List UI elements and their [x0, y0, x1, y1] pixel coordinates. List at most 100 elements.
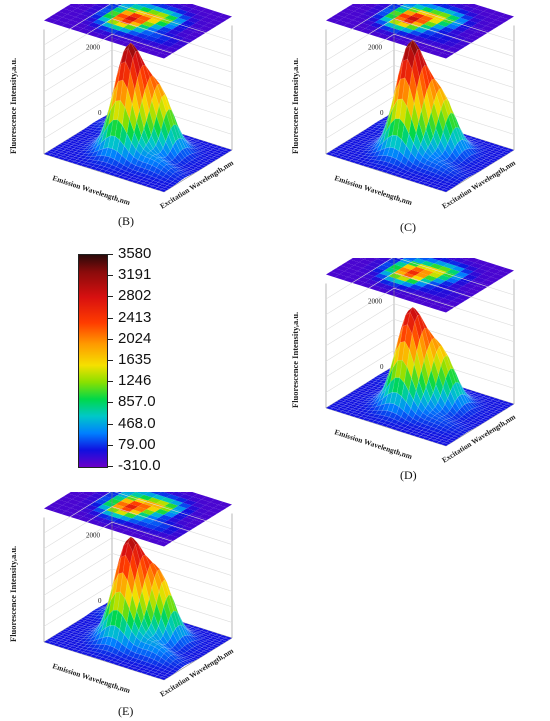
surface-cell: [185, 659, 194, 664]
projection-cell: [48, 14, 63, 21]
projection-cell: [117, 36, 131, 42]
panel-c: 0 2000 Fluorescence Intensity,a.u. Emission…: [286, 4, 526, 224]
projection-cell: [146, 18, 160, 24]
projection-cell: [363, 258, 378, 262]
grid-line: [325, 350, 395, 393]
projection-cell: [468, 271, 483, 278]
colorbar-tickmark: [107, 402, 113, 404]
projection-cell: [81, 492, 96, 496]
projection-cell: [430, 41, 444, 48]
projection-cell: [166, 38, 180, 44]
panel-label-d: (D): [400, 468, 417, 482]
projection-cell: [379, 270, 394, 277]
grid-line: [111, 506, 233, 545]
projection-cell: [114, 21, 129, 28]
projection-cell: [448, 260, 462, 266]
projection-cell: [427, 280, 441, 287]
projection-cell: [102, 501, 116, 508]
projection-cell: [474, 5, 489, 12]
projection-cell: [448, 292, 462, 298]
projection-cell: [174, 8, 188, 15]
colorbar-tick-label: 468.0: [118, 414, 156, 432]
projection-cell: [425, 44, 439, 51]
projection-cell: [442, 49, 456, 56]
projection-cell: [482, 17, 496, 23]
projection-cell: [495, 16, 510, 23]
projection-cell: [444, 32, 458, 39]
projection-cell: [411, 12, 425, 19]
projection-cell: [149, 32, 163, 39]
projection-cell: [189, 31, 203, 38]
projection-cell: [70, 16, 85, 23]
projection-cell: [410, 21, 424, 28]
projection-cell: [429, 9, 444, 16]
z-tick-label: 2000: [368, 297, 383, 305]
projection-cell: [127, 30, 141, 36]
projection-cell: [370, 276, 384, 283]
surface-cell: [195, 653, 204, 658]
z-tick-label: 0: [98, 109, 102, 117]
grid-line: [393, 272, 515, 311]
projection-cell: [67, 11, 81, 17]
projection-cell: [335, 11, 350, 18]
projection-cell: [195, 508, 209, 514]
projection-cell: [389, 10, 403, 17]
surface-cell: [467, 426, 476, 430]
projection-cell: [178, 4, 188, 6]
projection-cell: [192, 493, 207, 500]
surface-cell: [174, 176, 183, 182]
projection-cell: [440, 280, 455, 287]
projection-cell: [111, 16, 125, 22]
projection-cell: [458, 286, 472, 292]
projection-cell: [363, 4, 378, 8]
projection-cell: [460, 258, 470, 260]
projection-cell: [362, 10, 376, 17]
projection-cell: [500, 13, 514, 20]
grid-line: [393, 33, 515, 73]
projection-cell: [183, 11, 197, 18]
projection-cell: [412, 4, 426, 10]
projection-cell: [490, 273, 505, 280]
projection-cell: [492, 11, 506, 17]
projection-cell: [458, 32, 472, 38]
projection-cell: [445, 4, 457, 7]
projection-cell: [80, 10, 94, 17]
projection-cell: [190, 511, 204, 517]
projection-cell: [420, 15, 434, 22]
projection-cell: [101, 22, 115, 28]
projection-cell: [374, 273, 389, 280]
projection-cell: [431, 286, 445, 293]
projection-cell: [437, 52, 451, 59]
projection-cell: [53, 11, 68, 18]
projection-cell: [85, 495, 99, 502]
surface-cell: [219, 639, 228, 644]
projection-cell: [428, 304, 443, 310]
projection-cell: [482, 271, 496, 277]
projection-cell: [179, 525, 194, 532]
projection-cell: [348, 273, 362, 280]
projection-cell: [438, 266, 452, 272]
projection-cell: [92, 492, 97, 493]
projection-cell: [126, 526, 140, 533]
projection-cell: [201, 8, 215, 15]
projection-cell: [428, 272, 442, 278]
projection-cell: [170, 43, 184, 50]
projection-cell: [75, 501, 90, 508]
projection-cell: [52, 20, 66, 26]
colorbar-tick-label: 2413: [118, 308, 152, 326]
surface-plot-c: 0 2000 Fluorescence Intensity,a.u. Emission…: [290, 4, 518, 211]
projection-cell: [389, 264, 403, 271]
projection-cell: [446, 268, 461, 275]
projection-cell: [218, 501, 232, 508]
projection-cell: [402, 264, 417, 270]
projection-cell: [470, 8, 484, 15]
projection-cell: [208, 507, 223, 514]
projection-cell: [426, 289, 440, 296]
z-tick-label: 2000: [86, 43, 101, 51]
projection-cell: [156, 500, 170, 506]
projection-cell: [462, 29, 477, 35]
projection-cell: [348, 19, 362, 26]
projection-cell: [126, 38, 140, 45]
projection-cell: [133, 506, 147, 513]
projection-cell: [76, 5, 91, 11]
